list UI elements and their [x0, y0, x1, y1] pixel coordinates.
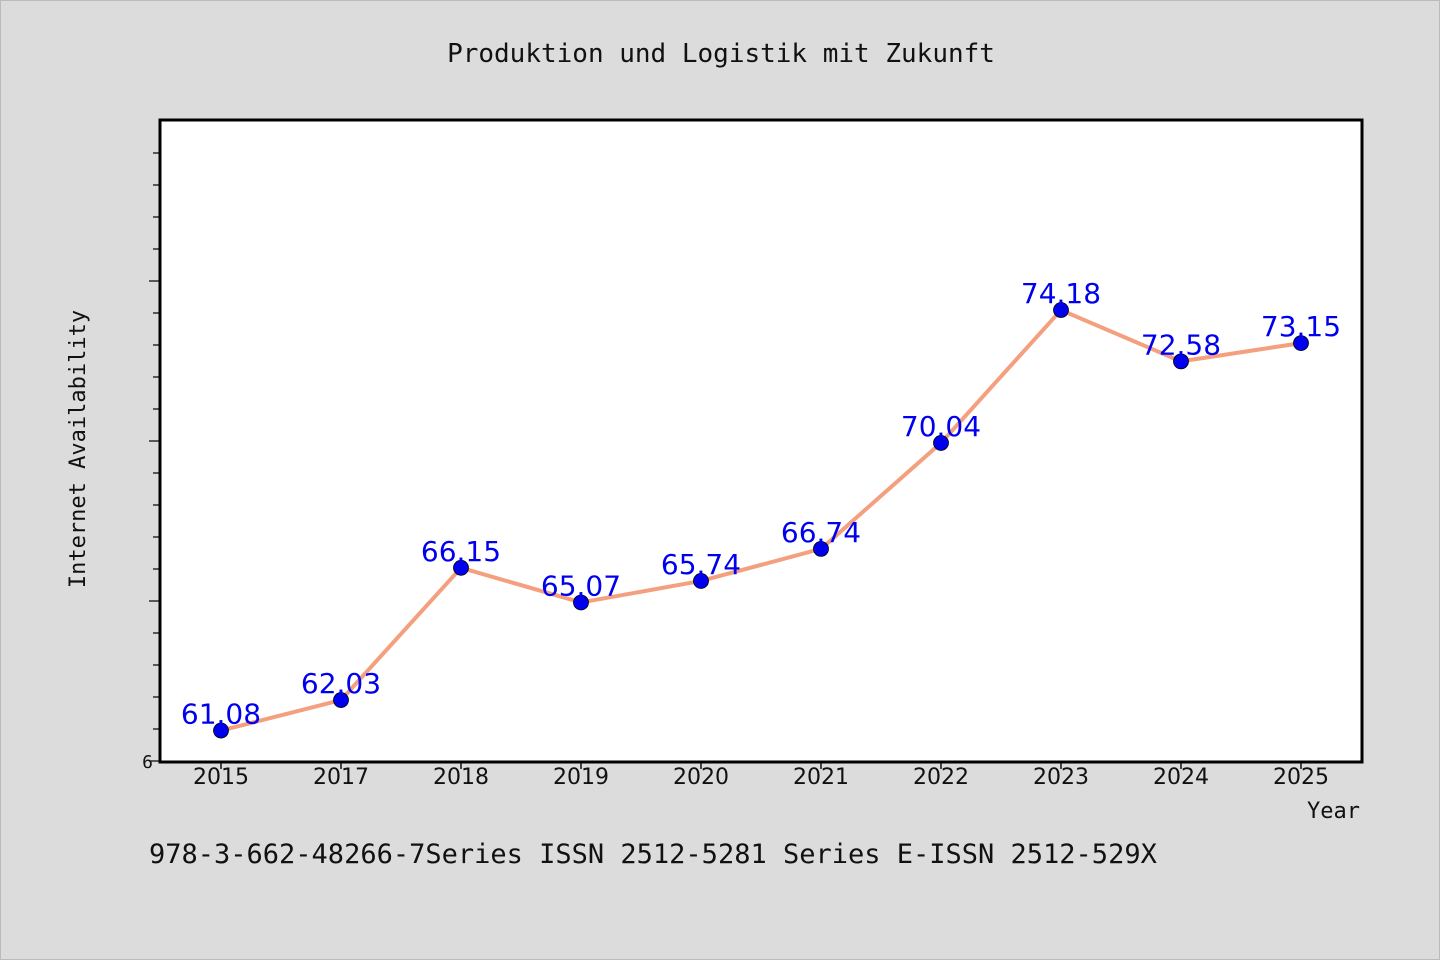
data-label: 72.58	[1141, 328, 1221, 361]
data-point	[213, 722, 229, 739]
data-point	[1293, 335, 1309, 351]
x-tick-label: 2018	[433, 765, 489, 790]
data-label: 70.04	[901, 410, 981, 443]
data-label: 65.07	[541, 569, 621, 602]
data-labels-group: 61.08 62.03 66.15 65.07 65.74 66.74 70.04 74.18…	[181, 277, 1341, 731]
x-axis-ticks	[220, 762, 1302, 769]
series-line	[219, 308, 1303, 733]
data-point	[813, 540, 829, 557]
y-tick-label: 6	[142, 752, 153, 773]
data-point	[693, 573, 709, 589]
data-point	[1173, 353, 1189, 370]
data-label: 62.03	[301, 667, 381, 700]
data-point	[1053, 302, 1069, 318]
series-points-group	[213, 302, 1309, 739]
x-tick-label: 2019	[553, 765, 609, 790]
data-label: 66.74	[781, 516, 861, 549]
data-point	[333, 692, 349, 708]
x-tick-label: 2020	[673, 765, 729, 790]
x-tick-label: 2024	[1153, 765, 1209, 790]
data-point	[573, 594, 589, 611]
y-axis-ticks	[149, 152, 160, 762]
x-tick-label: 2022	[913, 765, 969, 790]
series-line-group	[219, 308, 1303, 733]
x-tick-label: 2023	[1033, 765, 1089, 790]
x-tick-label: 2025	[1273, 765, 1329, 790]
data-label: 65.74	[661, 548, 741, 581]
data-point	[453, 559, 469, 576]
plot-area	[158, 118, 1364, 764]
x-tick-labels: 2015 2017 2018 2019 2020 2021 2022 2023 2024 2025	[193, 765, 1329, 790]
x-tick-label: 2017	[313, 765, 369, 790]
y-axis-label: Internet Availability	[66, 310, 91, 588]
x-tick-label: 2015	[193, 765, 249, 790]
footer-text: 978-3-662-48266-7Series ISSN 2512-5281 S…	[149, 839, 1157, 870]
chart-title: Produktion und Logistik mit Zukunft	[447, 39, 995, 69]
x-axis-label: Year	[1307, 799, 1360, 824]
data-label: 74.18	[1021, 277, 1101, 310]
x-tick-label: 2021	[793, 765, 849, 790]
data-label: 73.15	[1261, 310, 1341, 343]
data-label: 61.08	[181, 698, 261, 731]
data-point	[933, 435, 949, 451]
data-label: 66.15	[421, 535, 501, 568]
